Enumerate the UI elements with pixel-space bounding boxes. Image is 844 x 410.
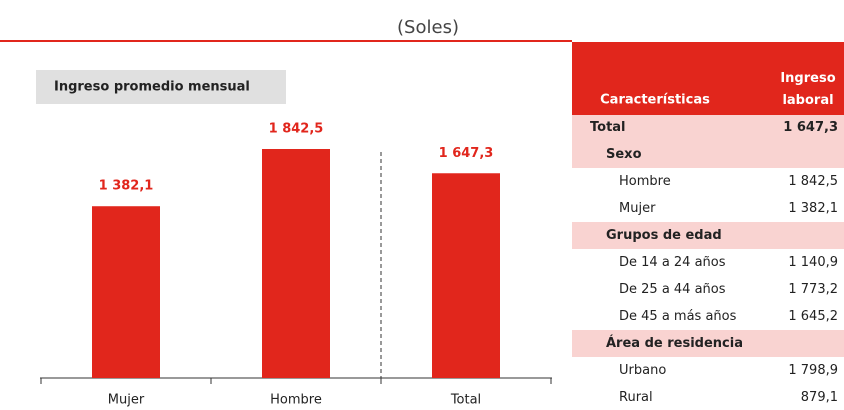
table-cell: De 45 a más años <box>619 309 737 324</box>
value-label: 1 382,1 <box>99 179 154 194</box>
table-cell: Área de residencia <box>606 335 743 351</box>
table-cell: 1 773,2 <box>788 282 838 297</box>
table-cell: 1 645,2 <box>788 309 838 324</box>
table-cell: Grupos de edad <box>606 228 722 243</box>
table-row-bg <box>572 141 844 168</box>
table-cell: Sexo <box>606 147 642 162</box>
bar <box>262 149 330 378</box>
x-tick-label: Hombre <box>270 393 322 408</box>
table-cell: 1 842,5 <box>788 174 838 189</box>
table-cell: 1 798,9 <box>788 363 838 378</box>
table-row-bg <box>572 330 844 357</box>
table-cell: De 14 a 24 años <box>619 255 726 270</box>
label-box-text: Ingreso promedio mensual <box>54 80 250 95</box>
table-cell: Total <box>590 120 626 135</box>
table-row-bg <box>572 222 844 249</box>
value-label: 1 842,5 <box>269 122 324 137</box>
x-tick-label: Total <box>450 393 481 408</box>
table-cell: 879,1 <box>801 390 838 405</box>
table-cell: Urbano <box>619 363 666 378</box>
table-header-bg <box>572 42 844 114</box>
table-header: Características <box>600 93 710 108</box>
subtitle: (Soles) <box>397 17 459 38</box>
table-cell: Mujer <box>619 201 656 216</box>
table-cell: Hombre <box>619 174 671 189</box>
value-label: 1 647,3 <box>439 146 494 161</box>
label-box <box>36 70 286 104</box>
table-cell: 1 382,1 <box>788 201 838 216</box>
bar <box>92 206 160 378</box>
table-cell: De 25 a 44 años <box>619 282 726 297</box>
bar <box>432 173 500 378</box>
x-tick-label: Mujer <box>108 393 145 408</box>
table-cell: 1 140,9 <box>788 255 838 270</box>
table-row-bg <box>572 114 844 141</box>
table-cell: 1 647,3 <box>783 120 838 135</box>
table-cell: Rural <box>619 390 653 405</box>
